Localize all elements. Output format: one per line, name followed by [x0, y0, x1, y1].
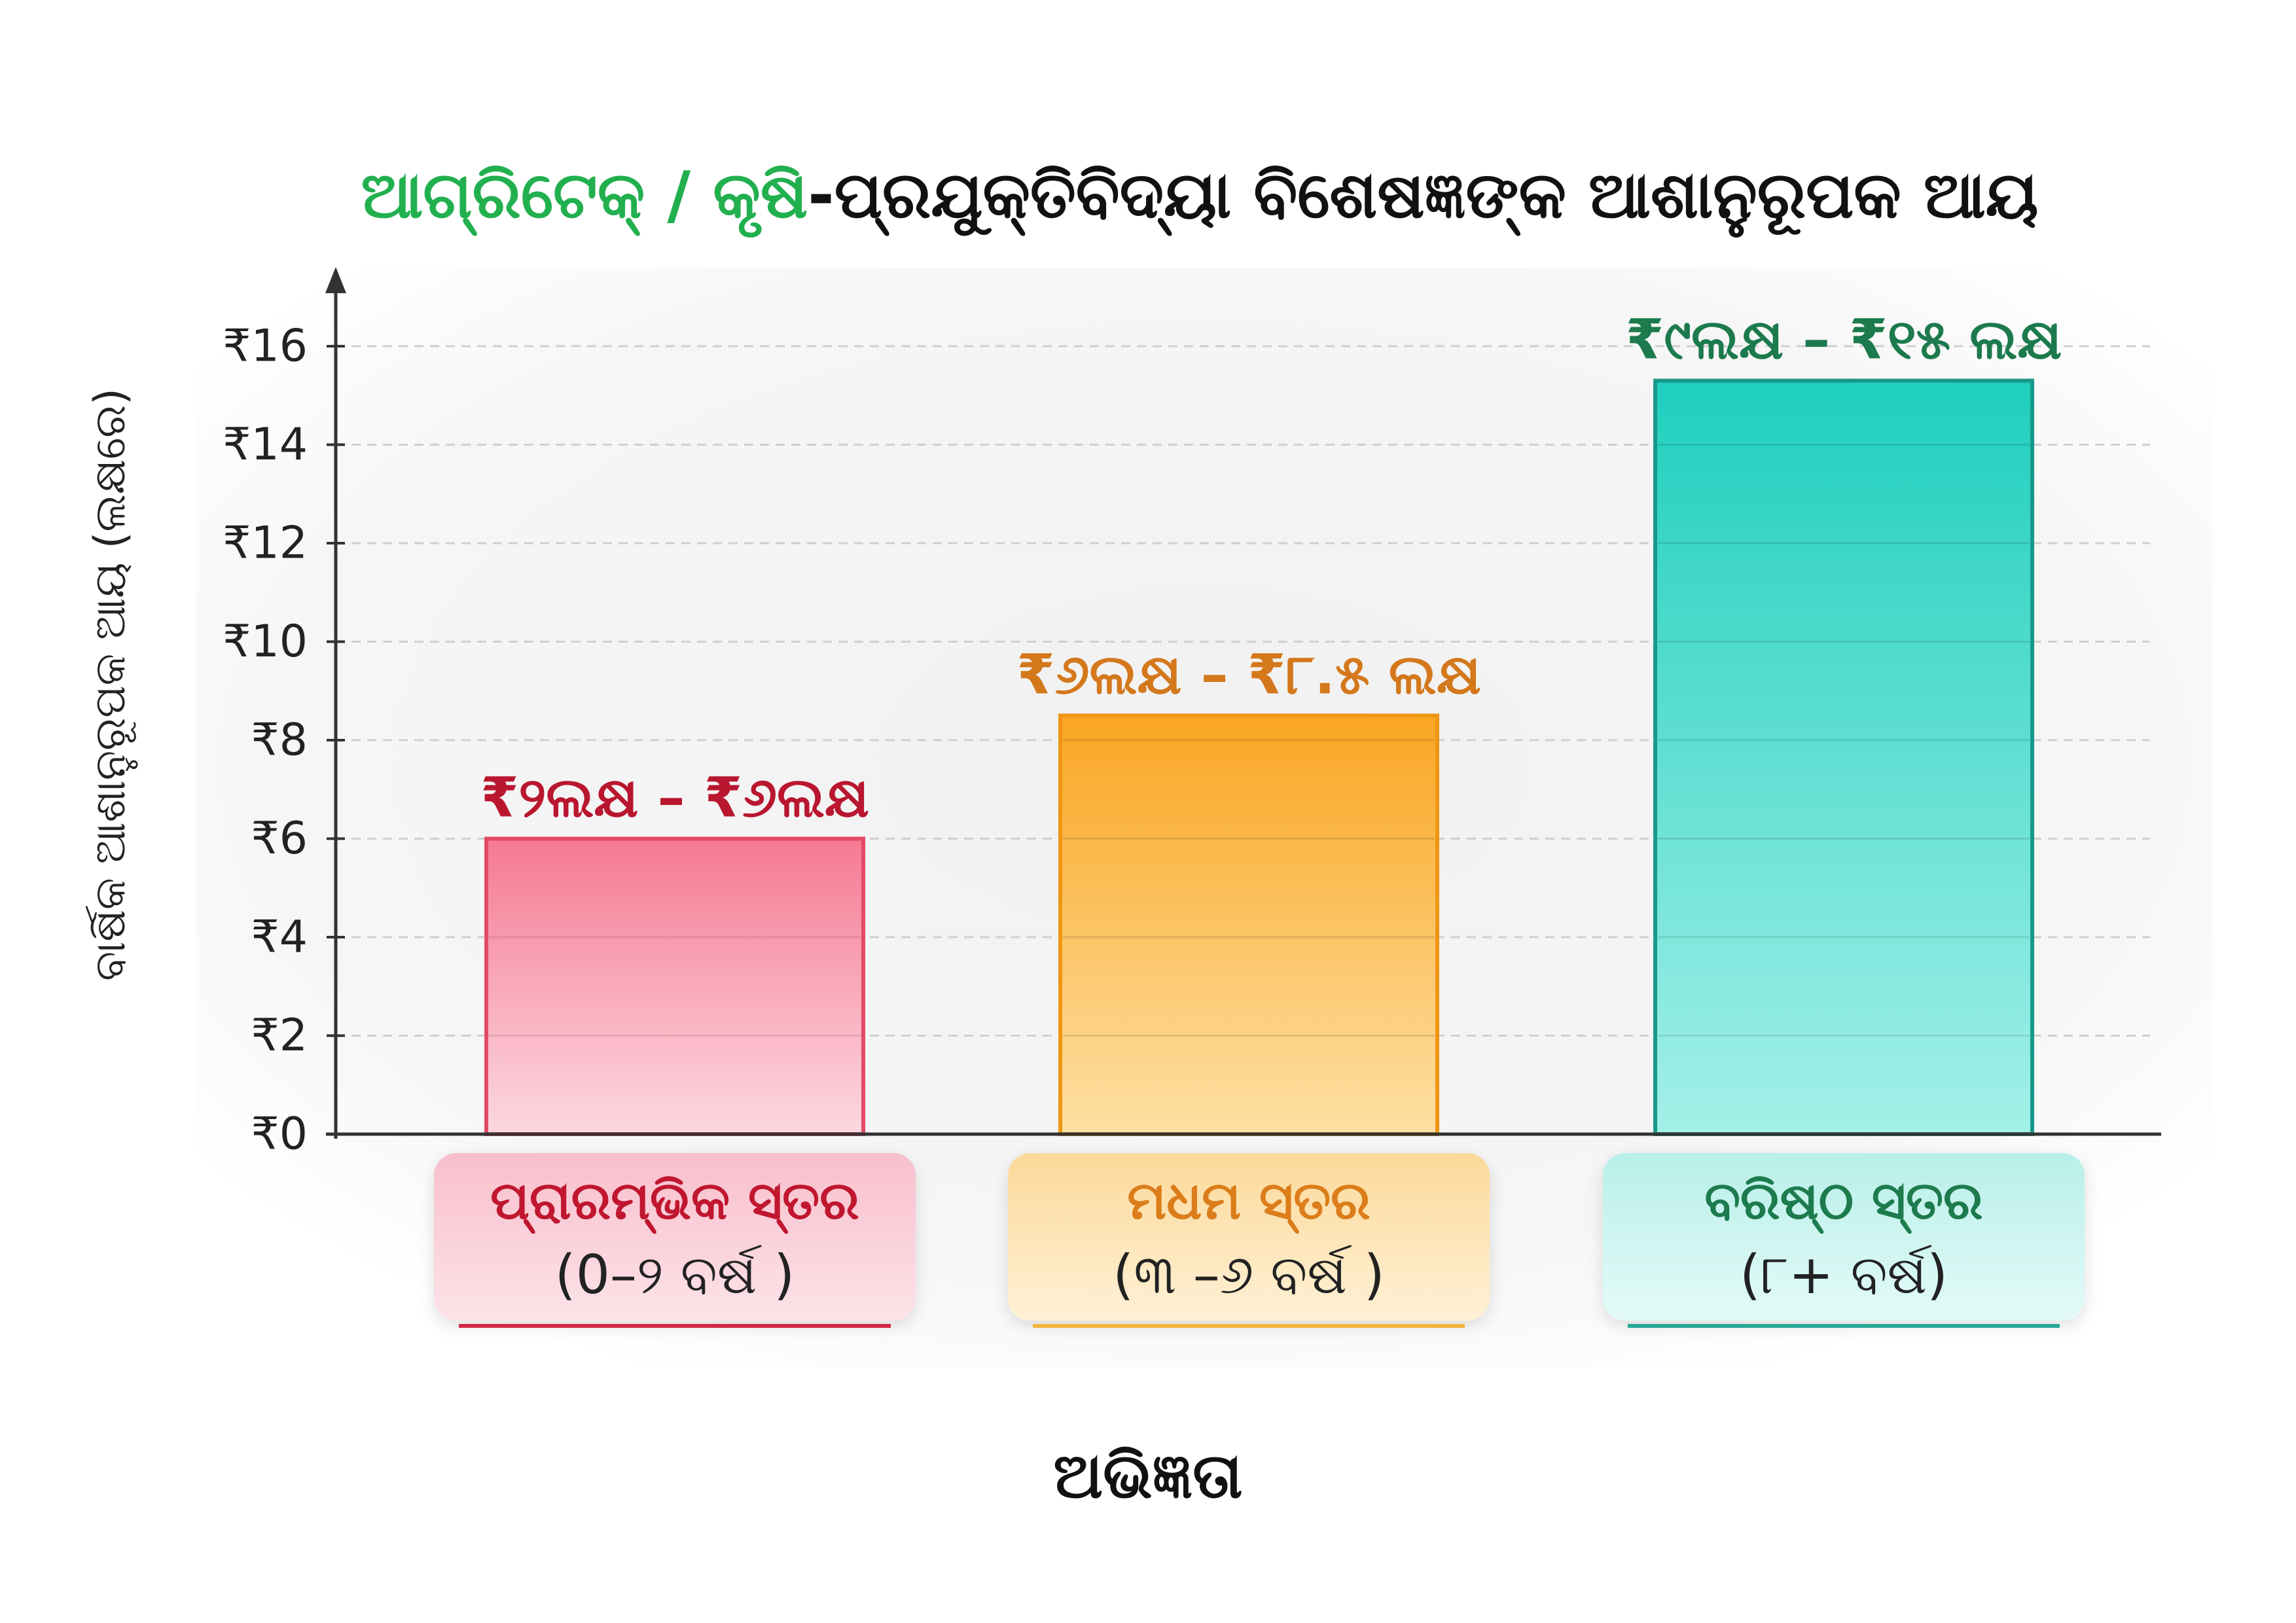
x-axis-label: ଅଭିଜ୍ଞତା — [1053, 1439, 1242, 1512]
chart-title-highlight: ଆଗ୍ରିଟେକ୍ / କୃଷି — [361, 158, 808, 238]
x-tick-sublabel: (୮+ ବର୍ଷ) — [1740, 1244, 1948, 1306]
y-axis-label: ବାର୍ଷିକ ଆଶାନୁରୂପକ ଆୟ (ଲକ୍ଷରେ) — [85, 388, 138, 981]
y-tick-label: ₹0 — [251, 1109, 308, 1160]
chart-title-rest: -ପ୍ରଯୁକ୍ତିବିଦ୍ୟା ବିଶେଷଜ୍ଞଙ୍କ ଆଶାନୁରୂପକ ଆ… — [808, 158, 2038, 238]
x-tick-sublabel: (୩ –୬ ବର୍ଷ ) — [1113, 1244, 1385, 1306]
x-tick-sublabel: (0–୨ ବର୍ଷ ) — [555, 1244, 795, 1306]
y-tick-label: ₹10 — [223, 616, 308, 668]
bar-value-labels: ₹୨ଲକ୍ଷ – ₹୬ଲକ୍ଷ ₹୬ଲକ୍ଷ – ₹୮.୫ ଲକ୍ଷ ₹୯ଲକ୍ଷ … — [480, 308, 2062, 830]
y-tick-label: ₹8 — [251, 715, 308, 766]
y-tick-label: ₹14 — [223, 419, 308, 471]
bar-0 — [484, 836, 865, 1136]
y-tick-label: ₹6 — [251, 813, 308, 865]
bar-value-label: ₹୬ଲକ୍ଷ – ₹୮.୫ ଲକ୍ଷ — [1016, 642, 1480, 706]
x-tick-label: ବରିଷ୍ଠ ସ୍ତର — [1704, 1170, 1982, 1234]
x-tick-label: ପ୍ରାରମ୍ଭିକ ସ୍ତର — [490, 1170, 859, 1234]
bar-value-label: ₹୨ଲକ୍ଷ – ₹୬ଲକ୍ଷ — [480, 766, 869, 830]
bar-2 — [1653, 378, 2034, 1136]
axes — [325, 267, 2161, 1139]
y-tick-label: ₹12 — [223, 518, 308, 569]
chart-title: ଆଗ୍ରିଟେକ୍ / କୃଷି-ପ୍ରଯୁକ୍ତିବିଦ୍ୟା ବିଶେଷଜ୍… — [361, 158, 2038, 238]
category-labels: ପ୍ରାରମ୍ଭିକ ସ୍ତର (0–୨ ବର୍ଷ ) ମଧମ ସ୍ତର (୩ –୬ … — [434, 1153, 2085, 1328]
y-tick-label: ₹4 — [251, 912, 308, 963]
bar-1 — [1058, 713, 1439, 1136]
category-box — [1008, 1153, 1490, 1321]
y-tick-label: ₹2 — [251, 1010, 308, 1061]
x-tick-label: ମଧମ ସ୍ତର — [1127, 1170, 1371, 1234]
bars — [484, 378, 2034, 1136]
y-axis-arrow-icon — [325, 267, 346, 293]
category-box — [1603, 1153, 2085, 1321]
bar-value-label: ₹୯ଲକ୍ଷ – ₹୧୫ ଲକ୍ଷ — [1626, 308, 2062, 372]
y-tick-label: ₹16 — [223, 321, 308, 372]
category-box — [434, 1153, 916, 1321]
y-ticks: ₹0 ₹2 ₹4 ₹6 ₹8 ₹10 ₹12 ₹14 ₹16 — [223, 321, 345, 1160]
